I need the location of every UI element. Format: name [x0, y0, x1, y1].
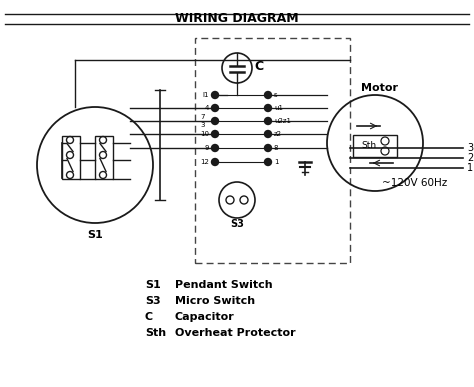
Text: C: C [145, 312, 153, 322]
Text: S3: S3 [230, 219, 244, 229]
Bar [195, 38, 350, 263]
Text: S3: S3 [145, 296, 161, 306]
Text: 4: 4 [205, 105, 209, 111]
Text: 1: 1 [274, 159, 279, 165]
Circle shape [264, 130, 272, 137]
Text: ~120V 60Hz: ~120V 60Hz [383, 178, 447, 188]
Text: Sth: Sth [362, 140, 376, 149]
Bar [95, 136, 113, 179]
Circle shape [211, 159, 219, 166]
Circle shape [264, 91, 272, 99]
Circle shape [211, 91, 219, 99]
Text: 1: 1 [467, 163, 473, 173]
Text: Capacitor: Capacitor [175, 312, 235, 322]
Text: Sth: Sth [145, 328, 166, 338]
Text: Pendant Switch: Pendant Switch [175, 280, 273, 290]
Bar [62, 136, 80, 179]
Text: z2: z2 [274, 131, 282, 137]
Circle shape [211, 130, 219, 137]
Bar [353, 135, 397, 157]
Text: s: s [274, 92, 278, 98]
Text: 8: 8 [274, 145, 279, 151]
Text: 12: 12 [200, 159, 209, 165]
Circle shape [264, 144, 272, 151]
Text: l1: l1 [202, 92, 209, 98]
Circle shape [211, 118, 219, 125]
Text: 10: 10 [200, 131, 209, 137]
Circle shape [264, 118, 272, 125]
Circle shape [211, 104, 219, 111]
Text: 7: 7 [201, 114, 205, 120]
Circle shape [264, 104, 272, 111]
Text: 3: 3 [467, 143, 473, 153]
Circle shape [264, 159, 272, 166]
Circle shape [211, 144, 219, 151]
Text: Micro Switch: Micro Switch [175, 296, 255, 306]
Text: 9: 9 [204, 145, 209, 151]
Text: Overheat Protector: Overheat Protector [175, 328, 296, 338]
Text: 3: 3 [201, 122, 205, 128]
Text: 2: 2 [467, 153, 473, 163]
Text: u1: u1 [274, 105, 283, 111]
Text: C: C [255, 60, 264, 72]
Text: u2z1: u2z1 [274, 118, 291, 124]
Text: Motor: Motor [362, 83, 399, 93]
Text: S1: S1 [145, 280, 161, 290]
Text: S1: S1 [87, 230, 103, 240]
Text: WIRING DIAGRAM: WIRING DIAGRAM [175, 12, 299, 26]
